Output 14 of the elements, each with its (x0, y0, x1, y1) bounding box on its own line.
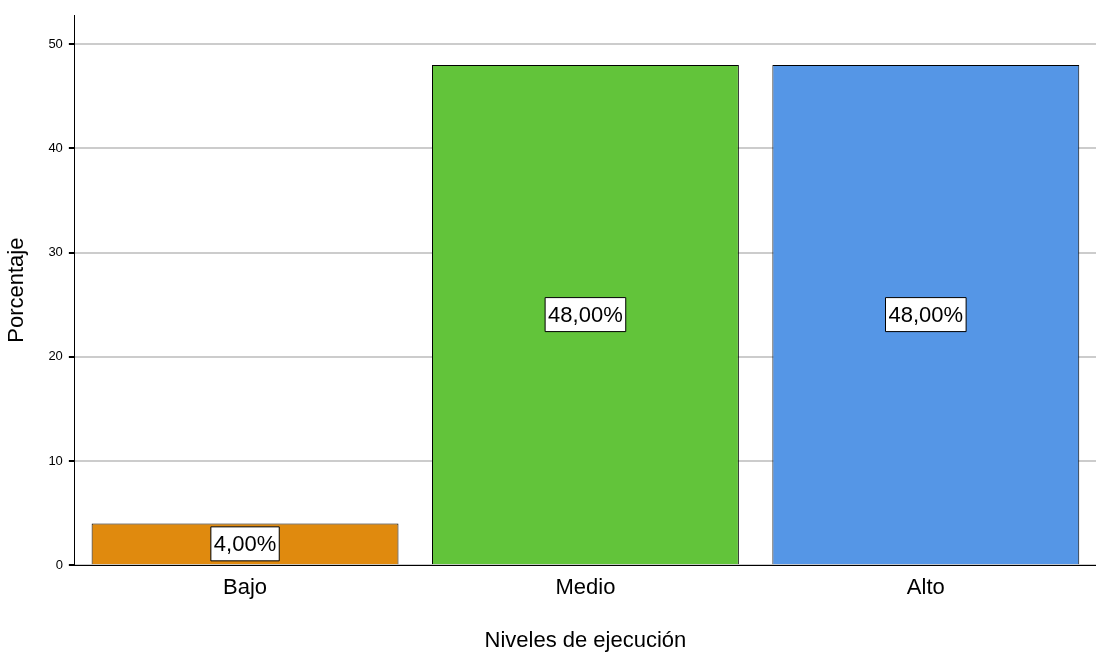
y-tick-label: 40 (48, 139, 63, 155)
data-label: 48,00% (888, 301, 964, 327)
y-tick-label: 20 (48, 348, 63, 364)
y-axis-title: Porcentaje (3, 237, 29, 343)
data-label: 48,00% (548, 301, 623, 327)
y-tick-label: 10 (48, 452, 63, 468)
y-tick-label: 0 (55, 556, 63, 572)
y-tick-label: 50 (48, 35, 63, 51)
x-axis-title: Niveles de ejecución (484, 626, 687, 652)
data-label: 4,00% (213, 530, 277, 556)
x-tick-label: Alto (906, 574, 945, 600)
y-tick-label: 30 (48, 244, 63, 260)
x-tick-label: Bajo (223, 574, 268, 600)
x-tick-label: Medio (555, 574, 616, 600)
